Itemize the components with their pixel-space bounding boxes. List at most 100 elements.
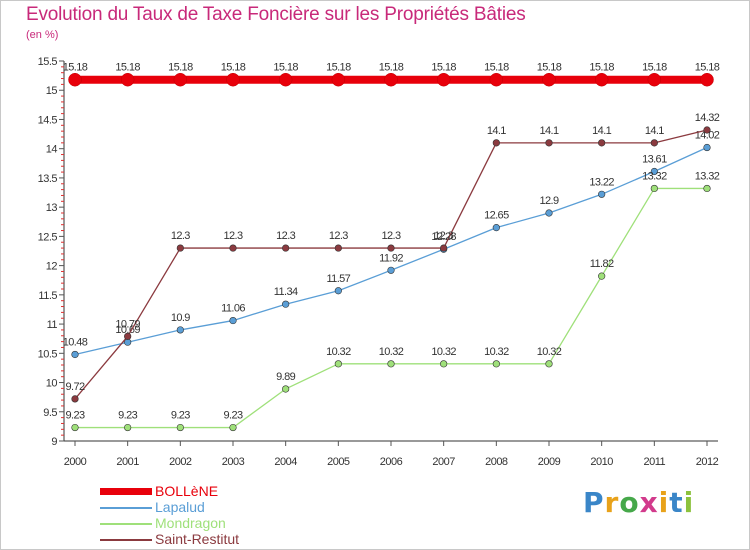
data-point bbox=[598, 190, 606, 198]
legend-swatch-bollene bbox=[100, 488, 152, 495]
legend-label-mondragon: Mondragon bbox=[155, 515, 226, 531]
data-label: 15.18 bbox=[273, 62, 298, 74]
data-point bbox=[124, 332, 132, 340]
data-label: 15.18 bbox=[115, 62, 140, 74]
data-point bbox=[594, 72, 609, 87]
data-label: 14.1 bbox=[645, 125, 664, 137]
x-tick-label: 2009 bbox=[538, 456, 561, 468]
data-point bbox=[71, 423, 79, 432]
x-tick-label: 2011 bbox=[644, 456, 666, 468]
data-point bbox=[440, 360, 448, 368]
data-label: 10.32 bbox=[326, 346, 351, 358]
data-point bbox=[598, 139, 606, 147]
data-label: 10.69 bbox=[115, 324, 140, 336]
data-label: 9.23 bbox=[118, 410, 137, 422]
data-point bbox=[650, 184, 658, 193]
data-point bbox=[278, 72, 293, 87]
data-label: 12.3 bbox=[434, 230, 453, 242]
data-point bbox=[703, 143, 711, 152]
data-label: 15.18 bbox=[379, 62, 404, 74]
data-label: 11.92 bbox=[379, 252, 403, 264]
data-label: 13.22 bbox=[589, 176, 614, 188]
data-point bbox=[176, 244, 184, 252]
data-label: 12.3 bbox=[276, 230, 295, 242]
data-point bbox=[282, 385, 290, 393]
data-label: 10.32 bbox=[379, 346, 404, 358]
legend: BOLLèNE Lapalud Mondragon Saint-Restitut bbox=[100, 483, 300, 548]
data-point bbox=[492, 224, 500, 232]
data-label: 10.9 bbox=[171, 312, 190, 324]
data-point bbox=[703, 184, 711, 193]
x-tick-label: 2008 bbox=[485, 456, 508, 468]
data-point bbox=[545, 139, 553, 147]
legend-label-saint-restitut: Saint-Restitut bbox=[155, 531, 240, 547]
data-point bbox=[492, 139, 500, 147]
y-tick-label: 13.5 bbox=[38, 173, 58, 185]
data-point bbox=[545, 360, 553, 368]
data-point bbox=[331, 72, 346, 87]
data-point bbox=[226, 72, 240, 87]
y-tick-label: 12 bbox=[46, 261, 58, 273]
data-point bbox=[387, 266, 395, 274]
x-tick-label: 2001 bbox=[116, 456, 139, 468]
x-tick-label: 2000 bbox=[64, 456, 87, 468]
data-label: 15.18 bbox=[431, 62, 456, 74]
data-label: 14.02 bbox=[695, 130, 720, 142]
data-label: 14.1 bbox=[487, 125, 506, 137]
data-point bbox=[282, 300, 290, 308]
data-label: 13.61 bbox=[642, 153, 667, 165]
data-point bbox=[176, 326, 184, 334]
data-point bbox=[282, 244, 290, 252]
logo-letter: o bbox=[619, 486, 640, 519]
data-point bbox=[387, 360, 395, 368]
data-label: 13.32 bbox=[695, 170, 720, 182]
y-tick-label: 11.5 bbox=[38, 290, 57, 302]
x-tick-label: 2004 bbox=[274, 456, 297, 468]
legend-item-bollene: BOLLèNE bbox=[100, 483, 300, 500]
series-line-2 bbox=[75, 187, 707, 429]
data-point bbox=[700, 72, 714, 87]
data-label: 10.48 bbox=[63, 336, 88, 348]
y-tick-label: 10 bbox=[46, 378, 58, 390]
y-tick-label: 9 bbox=[51, 436, 57, 448]
proxiti-logo: Proxiti bbox=[583, 486, 694, 519]
legend-item-saint-restitut: Saint-Restitut bbox=[100, 531, 300, 548]
x-tick-label: 2010 bbox=[590, 456, 613, 468]
y-tick-label: 10.5 bbox=[38, 348, 58, 360]
data-label: 11.06 bbox=[221, 303, 245, 315]
data-label: 10.32 bbox=[537, 346, 562, 358]
x-tick-label: 2002 bbox=[169, 456, 192, 468]
y-tick-label: 11 bbox=[47, 319, 58, 331]
legend-label-lapalud: Lapalud bbox=[155, 499, 205, 515]
data-label: 10.32 bbox=[484, 346, 509, 358]
y-tick-label: 13 bbox=[46, 202, 58, 214]
logo-letter: i bbox=[658, 486, 670, 519]
data-label: 12.9 bbox=[539, 195, 558, 207]
legend-swatch-mondragon bbox=[100, 523, 152, 525]
y-tick-label: 12.5 bbox=[38, 231, 58, 243]
chart-title: Evolution du Taux de Taxe Foncière sur l… bbox=[26, 4, 526, 25]
y-tick-label: 15 bbox=[46, 85, 58, 97]
y-tick-label: 15.5 bbox=[38, 56, 58, 68]
data-point bbox=[545, 209, 553, 217]
x-tick-label: 2005 bbox=[327, 456, 350, 468]
data-label: 15.18 bbox=[168, 62, 193, 74]
data-point bbox=[176, 423, 184, 432]
data-point bbox=[650, 167, 658, 176]
data-point bbox=[68, 72, 82, 87]
legend-item-mondragon: Mondragon bbox=[100, 515, 300, 532]
data-point bbox=[703, 126, 711, 134]
legend-swatch-saint-restitut bbox=[100, 539, 152, 541]
data-label: 9.72 bbox=[65, 381, 84, 393]
data-point bbox=[229, 244, 237, 252]
data-point bbox=[71, 350, 79, 359]
logo-letter: i bbox=[683, 486, 695, 519]
data-label: 13.32 bbox=[642, 170, 667, 182]
x-tick-label: 2007 bbox=[432, 456, 455, 468]
y-tick-label: 14.5 bbox=[38, 114, 58, 126]
data-label: 12.3 bbox=[171, 230, 190, 242]
data-point bbox=[387, 244, 395, 252]
data-label: 10.32 bbox=[431, 346, 456, 358]
